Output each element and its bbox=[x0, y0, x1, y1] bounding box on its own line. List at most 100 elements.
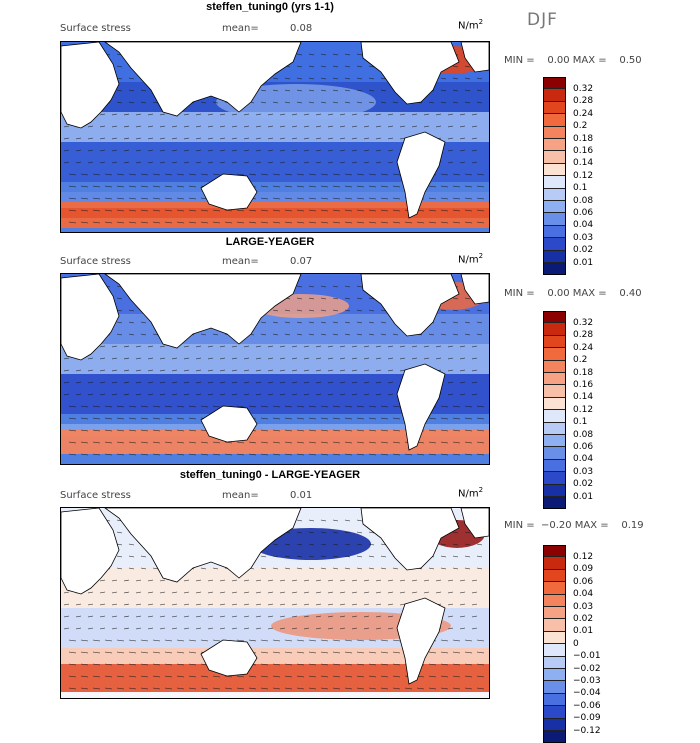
continent-africa bbox=[61, 508, 120, 595]
stress-vector bbox=[152, 675, 161, 678]
stress-vector bbox=[87, 591, 94, 594]
stress-vector bbox=[284, 77, 291, 80]
stress-vector bbox=[92, 417, 101, 420]
stress-vector bbox=[344, 639, 353, 642]
stress-vector bbox=[464, 321, 471, 324]
stress-vector bbox=[411, 579, 418, 582]
stress-vector bbox=[459, 137, 466, 140]
stress-vector bbox=[284, 651, 293, 654]
panel-3-units: N/m2 bbox=[458, 486, 484, 500]
stress-vector bbox=[140, 405, 149, 408]
stress-vector bbox=[92, 453, 101, 456]
colorbar-tick-label: 0.14 bbox=[573, 158, 594, 169]
stress-vector bbox=[75, 161, 82, 164]
stress-vector bbox=[207, 149, 214, 152]
stress-vector bbox=[476, 417, 485, 420]
stress-vector bbox=[147, 393, 154, 396]
stress-vector bbox=[195, 603, 202, 606]
stress-vector bbox=[296, 429, 305, 432]
stress-vector bbox=[87, 603, 94, 606]
stress-vector bbox=[308, 65, 315, 68]
stress-vector bbox=[351, 627, 358, 630]
stress-vector bbox=[339, 125, 346, 128]
stress-vector bbox=[308, 441, 317, 444]
stress-vector bbox=[368, 555, 375, 558]
stress-vector bbox=[344, 209, 353, 212]
stress-vector bbox=[459, 381, 466, 384]
stress-vector bbox=[447, 345, 454, 348]
stress-vector bbox=[471, 381, 478, 384]
stress-vector bbox=[176, 651, 185, 654]
stress-field bbox=[61, 42, 489, 228]
colorbar-tick-label: 0.24 bbox=[573, 108, 594, 119]
panel-3-mean-label: mean= bbox=[222, 490, 259, 501]
stress-vector bbox=[296, 285, 303, 288]
stress-vector bbox=[92, 173, 101, 176]
stress-vector bbox=[159, 369, 166, 372]
stress-vector bbox=[92, 405, 101, 408]
stress-vector bbox=[123, 161, 130, 164]
colorbar-tick-label: 0.12 bbox=[573, 551, 594, 562]
stress-vector bbox=[428, 417, 437, 420]
stress-vector bbox=[147, 357, 154, 360]
stress-vector bbox=[92, 209, 101, 212]
stress-vector bbox=[363, 591, 370, 594]
colorbar-tick-label: 0.28 bbox=[573, 96, 594, 107]
stress-vector bbox=[260, 185, 269, 188]
stress-vector bbox=[392, 417, 401, 420]
stress-vector bbox=[111, 137, 118, 140]
stress-vector bbox=[267, 357, 274, 360]
stress-vector bbox=[296, 77, 303, 80]
colorbar-tick-label: 0.1 bbox=[573, 417, 588, 428]
stress-vector bbox=[447, 357, 454, 360]
stress-vector bbox=[195, 113, 202, 116]
stress-vector bbox=[183, 615, 190, 618]
stress-vector bbox=[260, 639, 269, 642]
stress-vector bbox=[272, 441, 281, 444]
stress-vector bbox=[159, 591, 166, 594]
stress-vector bbox=[219, 149, 226, 152]
stress-vector bbox=[332, 639, 341, 642]
stress-vector bbox=[375, 149, 382, 152]
stress-vector bbox=[111, 369, 118, 372]
stress-vector bbox=[459, 369, 466, 372]
stress-vector bbox=[375, 113, 382, 116]
stress-vector bbox=[147, 369, 154, 372]
stress-vector bbox=[63, 125, 70, 128]
stress-vector bbox=[255, 161, 262, 164]
stress-vector bbox=[339, 381, 346, 384]
stress-vector bbox=[260, 429, 269, 432]
stress-vector bbox=[315, 603, 322, 606]
continent-australia bbox=[200, 639, 258, 677]
stress-vector bbox=[476, 675, 485, 678]
stress-vector bbox=[284, 555, 291, 558]
stress-vector bbox=[380, 333, 387, 336]
stress-vector bbox=[423, 113, 430, 116]
colorbar-swatch bbox=[543, 176, 566, 189]
stress-vector bbox=[308, 531, 315, 534]
stress-vector bbox=[368, 173, 377, 176]
stress-vector bbox=[243, 369, 250, 372]
stress-vector bbox=[111, 161, 118, 164]
stress-vector bbox=[315, 149, 322, 152]
continent-africa bbox=[61, 42, 120, 129]
stress-vector bbox=[387, 357, 394, 360]
stress-vector bbox=[104, 687, 113, 690]
stress-vector bbox=[200, 687, 209, 690]
stress-vector bbox=[471, 603, 478, 606]
stress-vector bbox=[296, 197, 305, 200]
stress-vector bbox=[116, 567, 123, 570]
stress-vector bbox=[308, 567, 315, 570]
stress-vector bbox=[380, 417, 389, 420]
stress-vector bbox=[183, 137, 190, 140]
stress-vector bbox=[416, 453, 425, 456]
stress-vector bbox=[303, 137, 310, 140]
stress-vector bbox=[356, 285, 363, 288]
stress-vector bbox=[92, 197, 101, 200]
stress-vector bbox=[116, 221, 125, 224]
panel-3-mean-value: 0.01 bbox=[290, 490, 313, 501]
stress-vector bbox=[284, 441, 293, 444]
stress-vector bbox=[87, 161, 94, 164]
stress-vector bbox=[207, 579, 214, 582]
stress-vector bbox=[351, 345, 358, 348]
